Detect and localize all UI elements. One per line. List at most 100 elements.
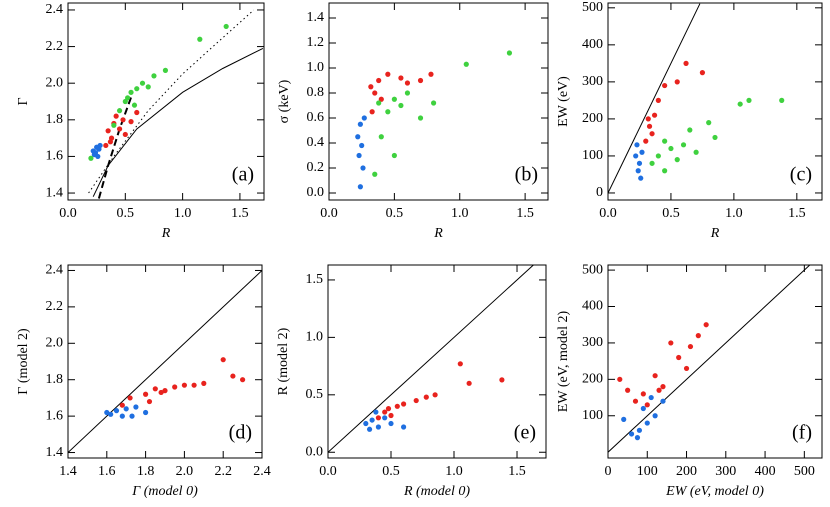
data-point — [652, 413, 658, 419]
x-tick-label: 2.0 — [176, 464, 194, 479]
data-point — [699, 70, 706, 76]
data-point — [640, 405, 646, 412]
data-point — [201, 380, 207, 386]
data-point — [145, 84, 151, 90]
data-point — [355, 134, 361, 140]
data-point — [158, 389, 164, 396]
data-point — [648, 394, 654, 401]
data-point — [369, 417, 375, 423]
y-tick-label: 2.4 — [46, 2, 64, 17]
y-tick-label: 300 — [582, 335, 603, 350]
data-point — [660, 384, 666, 390]
data-point — [693, 149, 699, 155]
y-tick-label: 200 — [582, 372, 603, 387]
y-tick-label: 400 — [582, 299, 603, 314]
data-point — [191, 382, 197, 388]
x-tick-label: 1.6 — [98, 464, 116, 479]
data-point — [143, 409, 149, 416]
plot-frame — [328, 2, 549, 201]
data-point — [617, 376, 623, 382]
data-point — [668, 340, 674, 346]
data-point — [636, 427, 643, 433]
x-tick-label: 1.0 — [174, 206, 192, 221]
data-point — [712, 134, 718, 141]
y-tick-label: 1.8 — [46, 112, 64, 127]
data-point — [643, 138, 649, 144]
data-point — [113, 408, 120, 414]
data-point — [97, 142, 103, 149]
data-point — [372, 171, 378, 177]
data-point — [134, 109, 140, 116]
data-point — [655, 97, 661, 103]
panel-label: (c) — [790, 164, 812, 186]
y-axis-label: R (model 2) — [276, 327, 291, 395]
data-point — [636, 160, 643, 166]
y-tick-label: 2.2 — [46, 39, 64, 54]
data-point — [676, 354, 682, 361]
x-tick-label: 0.0 — [59, 206, 77, 221]
plot-frame — [327, 264, 547, 459]
x-tick-label: 0.5 — [386, 206, 404, 221]
y-axis-label: σ (keV) — [277, 79, 292, 123]
data-point — [687, 127, 693, 133]
data-point — [385, 71, 391, 77]
y-tick-label: 0.0 — [306, 444, 324, 459]
data-point — [634, 142, 640, 148]
x-tick-label: 1.5 — [508, 464, 526, 479]
data-point — [640, 391, 646, 397]
x-tick-label: 500 — [794, 464, 815, 479]
plot-frame — [607, 2, 823, 201]
data-point — [116, 108, 123, 114]
data-point — [655, 153, 661, 159]
data-point — [391, 152, 397, 159]
data-point — [428, 71, 434, 77]
reference-curve — [97, 93, 134, 199]
data-point — [103, 142, 109, 149]
data-point — [128, 119, 134, 125]
data-point — [499, 377, 505, 383]
data-point — [143, 391, 149, 397]
data-point — [197, 36, 203, 42]
data-point — [368, 84, 374, 90]
y-tick-label: 400 — [582, 37, 603, 52]
x-tick-label: 1.5 — [788, 206, 806, 221]
panel-label: (a) — [232, 164, 254, 186]
y-tick-label: 1.4 — [46, 445, 64, 460]
plot-frame — [607, 264, 823, 459]
panel-label: (d) — [229, 422, 252, 444]
data-point — [683, 60, 689, 66]
plot-frame — [67, 2, 265, 201]
data-point — [220, 357, 226, 363]
plot-area — [88, 9, 264, 199]
y-tick-label: 2.4 — [46, 263, 64, 278]
x-axis-label: R — [433, 226, 443, 241]
data-point — [378, 134, 384, 140]
data-point — [382, 415, 388, 421]
panel: 0 100 200 300 400 500 100 200 300 400 500 EW (eV, m… — [556, 262, 823, 499]
data-point — [662, 82, 668, 89]
data-point — [363, 420, 369, 427]
data-point — [683, 365, 690, 372]
data-point — [628, 431, 635, 437]
x-tick-label: 0 — [605, 464, 612, 479]
data-point — [632, 398, 639, 404]
y-axis-label: EW (eV) — [556, 76, 571, 127]
data-point — [162, 388, 168, 394]
data-point — [404, 90, 411, 96]
data-point — [638, 175, 644, 181]
x-tick-label: 100 — [637, 464, 658, 479]
x-tick-label: 1.0 — [445, 464, 463, 479]
data-point — [656, 387, 662, 393]
data-point — [113, 113, 119, 119]
y-tick-label: 1.6 — [46, 149, 64, 164]
data-point — [120, 117, 126, 123]
data-point — [382, 409, 388, 415]
data-point — [357, 121, 363, 127]
data-point — [463, 61, 469, 67]
data-point — [359, 142, 365, 149]
data-point — [391, 96, 397, 102]
panel: 0.0 0.5 1.0 1.5 0.0 0.2 0.4 0.6 0.8 1.0 1.2 1.4 Rσ (… — [277, 2, 549, 241]
x-tick-label: 1.5 — [516, 206, 534, 221]
data-point — [116, 126, 123, 132]
x-tick-label: 0.5 — [662, 206, 680, 221]
